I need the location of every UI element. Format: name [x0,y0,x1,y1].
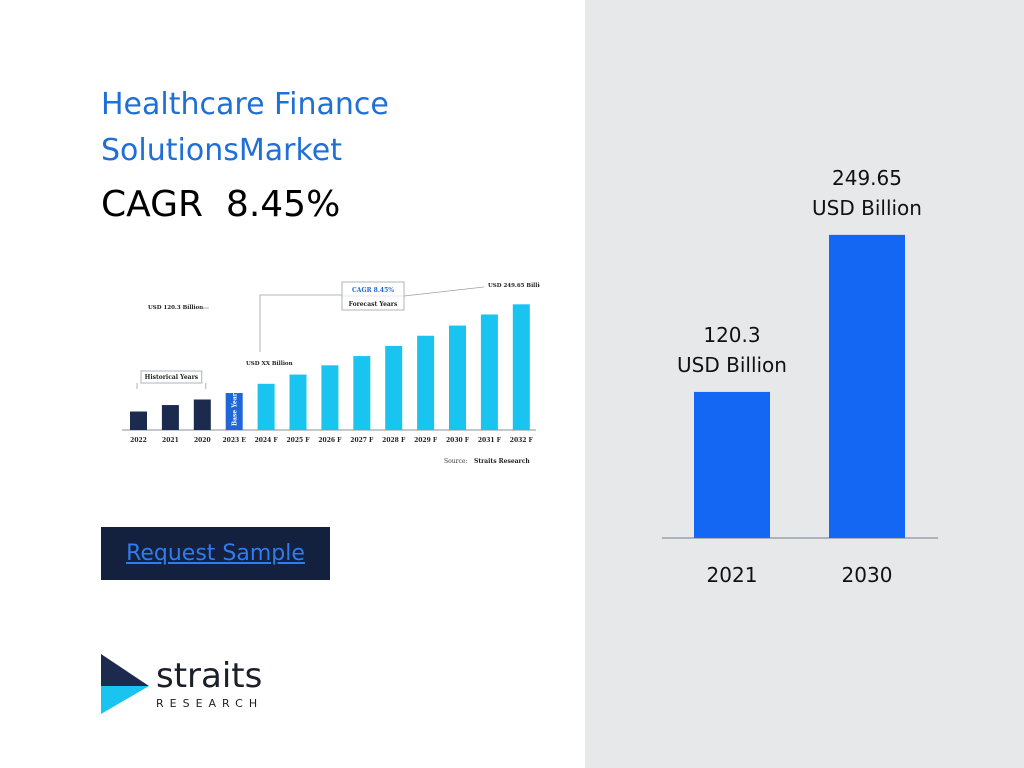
thumb-bar-2025 F [289,374,307,430]
thumb-base-year-label: Base Year [232,392,239,426]
thumb-bar-2030 F [449,325,466,430]
thumb-bar-2032 F [512,304,530,430]
x-tick-2030: 2030 [842,563,893,587]
market-size-bar-chart: 120.3 USD Billion 2021 249.65 USD Billion 203… [662,166,938,587]
thumbnail-chart-svg: 2022 2021 2020 2023 E 2024 F 2025 F 2026 F 2027… [122,281,540,465]
request-sample-link[interactable]: Request Sample [126,541,305,566]
straits-logo-mark-icon [101,654,149,714]
thumb-historical-label: Historical Years [145,374,199,381]
thumb-forecast-label: Forecast Years [349,301,398,308]
right-panel [585,0,1024,768]
cagr-headline: CAGR 8.45% [101,184,341,225]
thumb-tick-10: 2030 F [446,437,470,444]
thumb-bar-2027 F [353,356,371,430]
thumb-tick-3: 2023 E [223,437,247,444]
thumb-bar-2031 F [480,314,498,430]
thumb-bar-2024 F [257,383,275,430]
thumb-tick-6: 2026 F [318,437,342,444]
thumb-tick-12: 2032 F [510,437,534,444]
thumb-tick-9: 2029 F [414,437,438,444]
logo-wordmark: straits [156,656,263,696]
thumb-source-value: Straits Research [474,458,530,465]
thumb-tick-2: 2020 [194,437,211,444]
straits-research-logo: straits RESEARCH [99,652,269,716]
bar-2030 [829,234,905,538]
thumb-cagr-label: CAGR 8.45% [352,287,394,294]
thumb-end-label: USD 249.65 Billion [488,283,540,289]
data-label-2021: 120.3 USD Billion [677,323,787,377]
thumb-mid-arrow [259,294,342,352]
thumb-bar-2023 E [225,393,243,430]
thumb-historical-box [140,370,203,384]
thumb-tick-1: 2021 [162,437,179,444]
thumb-tick-11: 2031 F [478,437,502,444]
thumb-bar-2026 F [321,365,339,430]
thumb-cagr-pointer [403,286,485,297]
thumb-start-label: USD 120.3 Billion [148,305,203,311]
thumb-bar-2028 F [385,345,403,430]
data-label-2030: 249.65 USD Billion [812,166,922,220]
market-chart-thumbnail: 2022 2021 2020 2023 E 2024 F 2025 F 2026 F 2027… [104,275,540,475]
thumb-tick-5: 2025 F [286,437,310,444]
logo-subtitle: RESEARCH [156,697,264,710]
thumb-bar-2020 [193,399,211,430]
thumb-tick-0: 2022 [130,437,147,444]
page-title: Healthcare Finance SolutionsMarket [101,87,389,168]
thumb-bar-2029 F [417,335,435,430]
thumb-tick-4: 2024 F [255,437,279,444]
request-sample-button[interactable]: Request Sample [101,527,330,580]
thumb-tick-8: 2028 F [382,437,406,444]
bar-2021 [694,391,770,538]
thumb-source-label: Source: [444,458,467,465]
thumb-mid-label: USD XX Billion [246,361,293,367]
thumb-historical-bracket [136,383,207,389]
thumb-tick-7: 2027 F [350,437,374,444]
x-tick-2021: 2021 [707,563,758,587]
thumb-bar-2021 [161,405,179,430]
thumb-bar-2022 [130,411,147,430]
